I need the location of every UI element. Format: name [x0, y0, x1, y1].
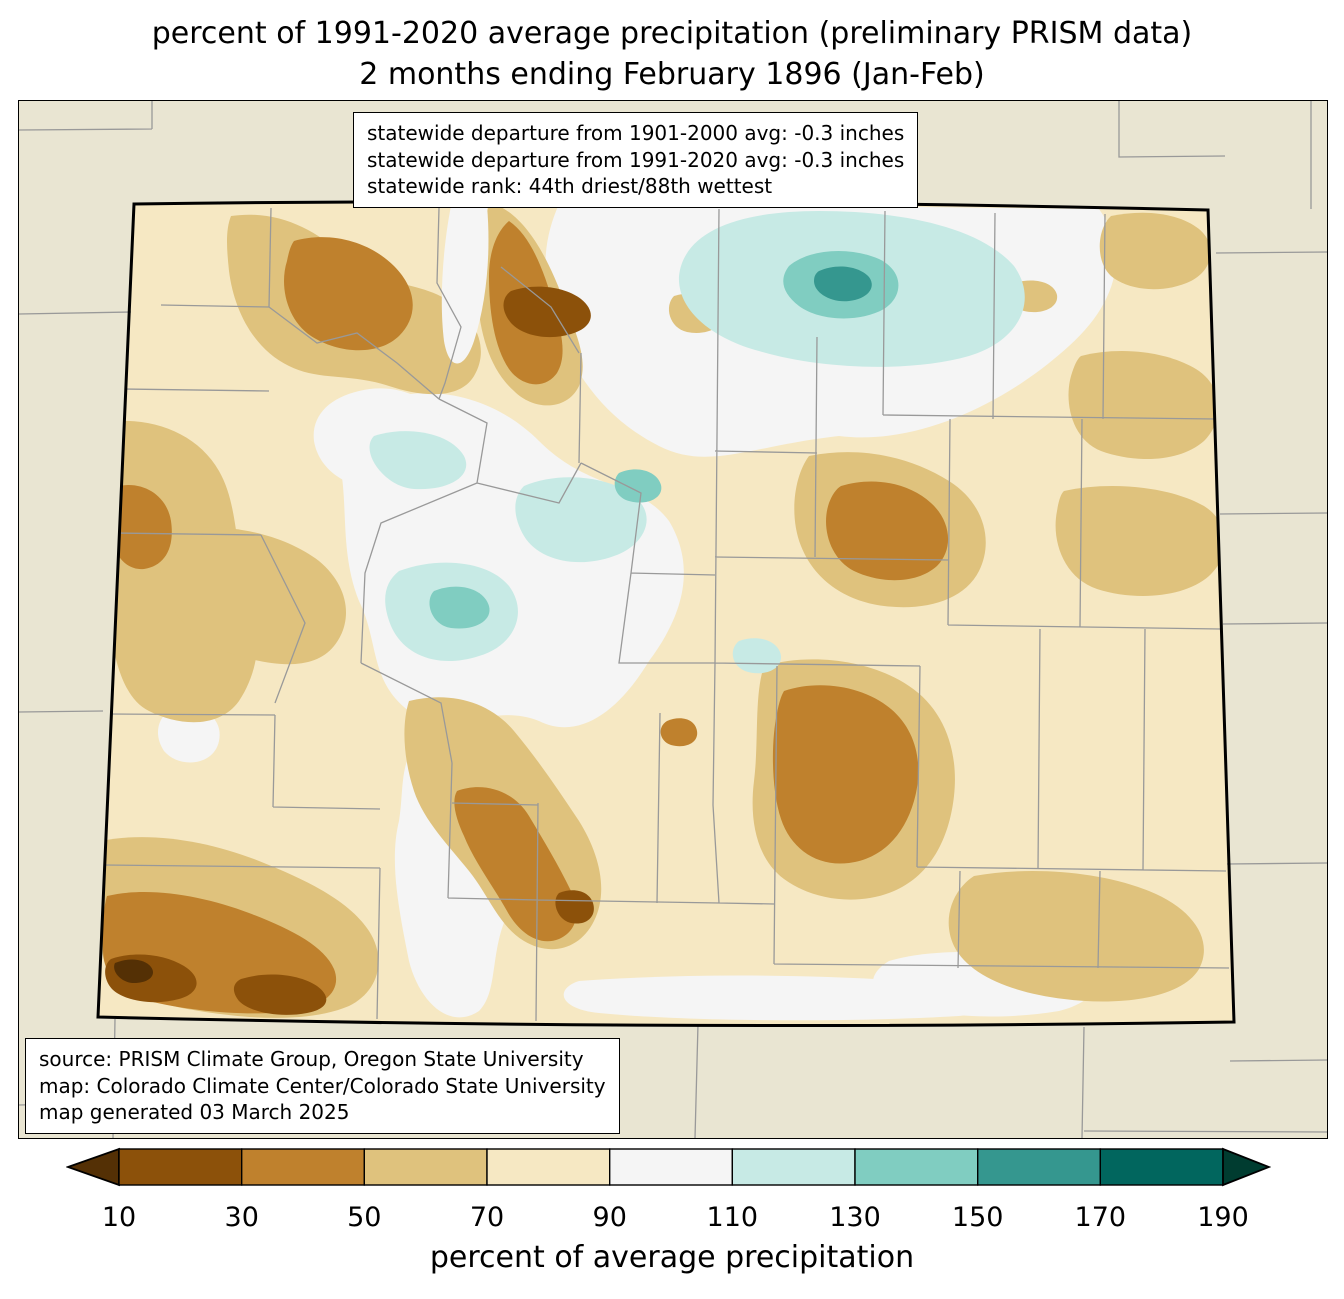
colorbar-tick-190: 190: [1197, 1202, 1249, 1233]
region: [441, 206, 489, 364]
region: [284, 237, 413, 351]
stats-departure-1901-2000: statewide departure from 1901-2000 avg: …: [367, 121, 905, 145]
colorbar-tick-90: 90: [593, 1202, 627, 1233]
region: [1099, 212, 1211, 290]
colorbar-tick-150: 150: [952, 1202, 1004, 1233]
colorbar-axis-label: percent of average precipitation: [429, 1240, 915, 1275]
region: [429, 586, 490, 629]
stats-departure-1991-2020: statewide departure from 1991-2020 avg: …: [367, 147, 905, 172]
colorbar-over-arrow: [1222, 1147, 1272, 1187]
colorbar-svg: 10 30 50 70 90 110 130 150 170 190: [65, 1147, 1272, 1233]
regions-150-170-dark-teal: [814, 266, 872, 302]
colorbar-under-arrow: [65, 1147, 120, 1187]
region: [826, 481, 949, 581]
colorbar-segment-170-190: [1099, 1148, 1224, 1186]
colorbar-segment-110-130: [731, 1148, 856, 1186]
region: [1055, 486, 1225, 596]
colorbar-tick-130: 130: [829, 1202, 881, 1233]
source-line: source: PRISM Climate Group, Oregon Stat…: [39, 1047, 584, 1071]
regions-under-10-darkest-brown: [114, 959, 154, 983]
colorbar-segment-130-150: [854, 1148, 979, 1186]
page-title-line1: percent of 1991-2020 average precipitati…: [151, 16, 1193, 51]
page-title-line2: 2 months ending February 1896 (Jan-Feb): [359, 57, 985, 92]
region: [369, 431, 467, 490]
colorbar-segment-90-110: [609, 1148, 734, 1186]
region: [814, 266, 872, 302]
colorbar-tick-170: 170: [1075, 1202, 1127, 1233]
source-credit-box: source: PRISM Climate Group, Oregon Stat…: [25, 1038, 620, 1134]
colorbar-tick-70: 70: [470, 1202, 504, 1233]
region: [159, 527, 346, 665]
regions-30-50-brown: [102, 221, 949, 1014]
region: [555, 890, 594, 924]
regions-90-110-white-over: [441, 206, 489, 364]
map-credit-line: map: Colorado Climate Center/Colorado St…: [39, 1073, 606, 1098]
colorbar-segment-10-30: [118, 1148, 243, 1186]
colorbar-tick-30: 30: [225, 1202, 259, 1233]
region: [948, 871, 1204, 1002]
region: [772, 685, 919, 864]
region: [108, 485, 172, 570]
generated-date-line: map generated 03 March 2025: [39, 1100, 350, 1125]
colorbar-segment-150-170: [977, 1148, 1102, 1186]
region: [660, 718, 698, 747]
region: [1068, 351, 1219, 460]
colorbar-segment-30-50: [240, 1148, 366, 1186]
stats-rank: statewide rank: 44th driest/88th wettest: [367, 174, 773, 199]
region: [114, 959, 154, 983]
colorbar-tick-10: 10: [102, 1202, 136, 1233]
region: [732, 638, 782, 674]
colorbar-tick-110: 110: [707, 1202, 759, 1233]
colorbar-segment-70-90: [486, 1148, 611, 1186]
colorbar-segment-50-70: [363, 1148, 488, 1186]
colorbar: 10 30 50 70 90 110 130 150 170 190: [65, 1146, 1272, 1238]
colorado-precipitation-map: [19, 101, 1327, 1138]
colorbar-tick-50: 50: [347, 1202, 381, 1233]
region: [515, 477, 647, 563]
region: [157, 707, 220, 763]
region: [614, 469, 662, 503]
county-lines-colorado: [103, 207, 1230, 1022]
region: [233, 974, 327, 1015]
region: [454, 787, 577, 942]
map-frame: statewide departure from 1901-2000 avg: …: [18, 100, 1328, 1139]
region: [503, 286, 591, 338]
statewide-stats-box: statewide departure from 1901-2000 avg: …: [353, 112, 919, 208]
